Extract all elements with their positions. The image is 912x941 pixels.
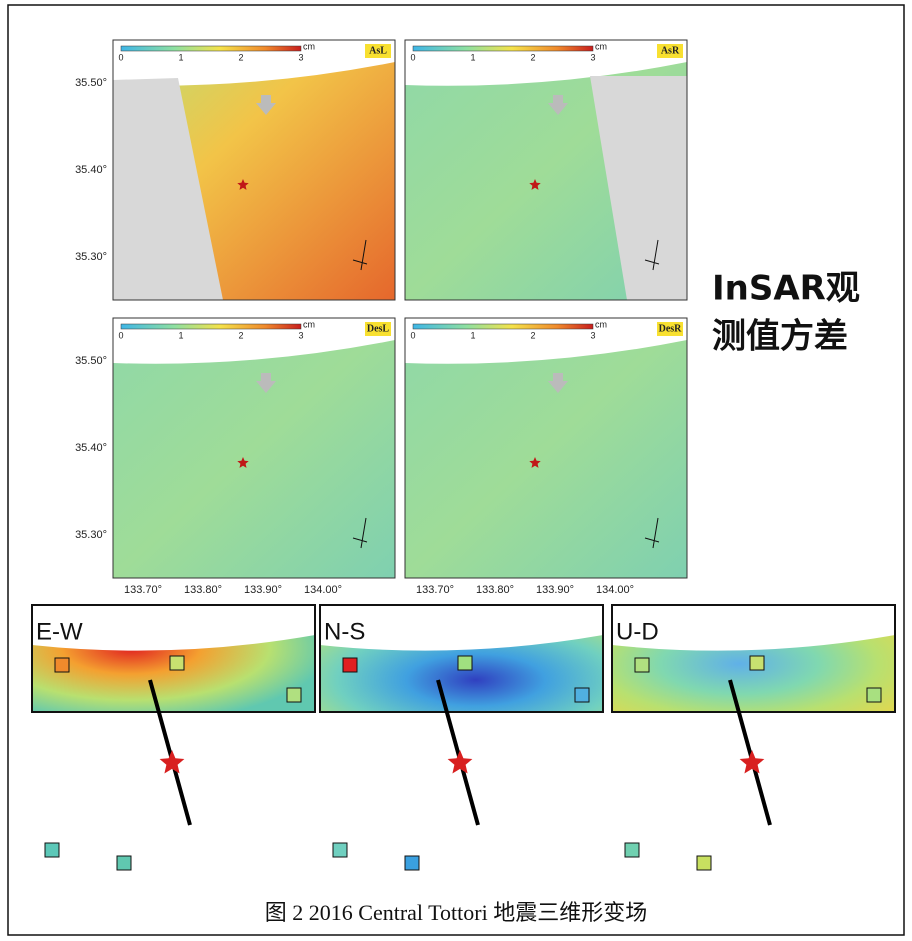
colorbar-tick: 1: [470, 330, 475, 340]
colorbar-tick: 1: [178, 330, 183, 340]
gps-station: [625, 843, 639, 857]
gps-station: [170, 656, 184, 670]
lat-tick: 35.30°: [75, 251, 107, 263]
colorbar-tick: 2: [530, 330, 535, 340]
colorbar-tick: 3: [298, 52, 303, 62]
lat-tick: 35.50°: [75, 77, 107, 89]
colorbar-tick: 2: [238, 52, 243, 62]
colorbar-unit: cm: [595, 41, 607, 51]
lon-tick: 133.80°: [184, 584, 222, 596]
side-label: InSAR观: [712, 269, 860, 309]
gps-station: [458, 656, 472, 670]
side-label: 测值方差: [712, 317, 848, 357]
colorbar-tick: 3: [298, 330, 303, 340]
component-label: U-D: [616, 618, 659, 645]
colorbar-tick: 0: [118, 52, 123, 62]
lat-tick: 35.50°: [75, 355, 107, 367]
lat-tick: 35.40°: [75, 164, 107, 176]
gps-station: [635, 658, 649, 672]
gps-station: [575, 688, 589, 702]
lon-tick: 133.80°: [476, 584, 514, 596]
lon-tick: 133.70°: [416, 584, 454, 596]
panel-label: DesL: [367, 323, 390, 334]
colorbar: [121, 324, 301, 329]
colorbar: [413, 324, 593, 329]
panel-label: DesR: [659, 323, 683, 334]
colorbar-unit: cm: [595, 319, 607, 329]
lon-tick: 134.00°: [304, 584, 342, 596]
lon-tick: 134.00°: [596, 584, 634, 596]
gps-station: [117, 856, 131, 870]
panel-label: AsR: [661, 45, 680, 56]
lon-tick: 133.90°: [244, 584, 282, 596]
colorbar-tick: 3: [590, 330, 595, 340]
gps-station: [45, 843, 59, 857]
gps-station: [333, 843, 347, 857]
epicenter-star: [448, 750, 473, 774]
component-label: N-S: [324, 618, 365, 645]
colorbar-tick: 1: [470, 52, 475, 62]
lon-tick: 133.90°: [536, 584, 574, 596]
lat-tick: 35.40°: [75, 442, 107, 454]
colorbar-tick: 0: [118, 330, 123, 340]
colorbar-tick: 0: [410, 52, 415, 62]
gps-station: [55, 658, 69, 672]
lon-tick: 133.70°: [124, 584, 162, 596]
gps-station: [287, 688, 301, 702]
epicenter-star: [740, 750, 765, 774]
colorbar: [121, 46, 301, 51]
gps-station: [867, 688, 881, 702]
lat-tick: 35.30°: [75, 529, 107, 541]
colorbar-tick: 3: [590, 52, 595, 62]
figure: 0123cmAsL35.50°35.40°35.30°0123cmAsR0123…: [0, 0, 912, 941]
colorbar-unit: cm: [303, 319, 315, 329]
colorbar: [413, 46, 593, 51]
colorbar-tick: 0: [410, 330, 415, 340]
epicenter-star: [160, 750, 185, 774]
panel-label: AsL: [369, 45, 387, 56]
component-label: E-W: [36, 618, 83, 645]
gps-station: [405, 856, 419, 870]
gps-station: [697, 856, 711, 870]
colorbar-tick: 2: [530, 52, 535, 62]
gps-station: [343, 658, 357, 672]
gps-station: [750, 656, 764, 670]
colorbar-unit: cm: [303, 41, 315, 51]
caption: 图 2 2016 Central Tottori 地震三维形变场: [265, 900, 647, 925]
colorbar-tick: 2: [238, 330, 243, 340]
colorbar-tick: 1: [178, 52, 183, 62]
